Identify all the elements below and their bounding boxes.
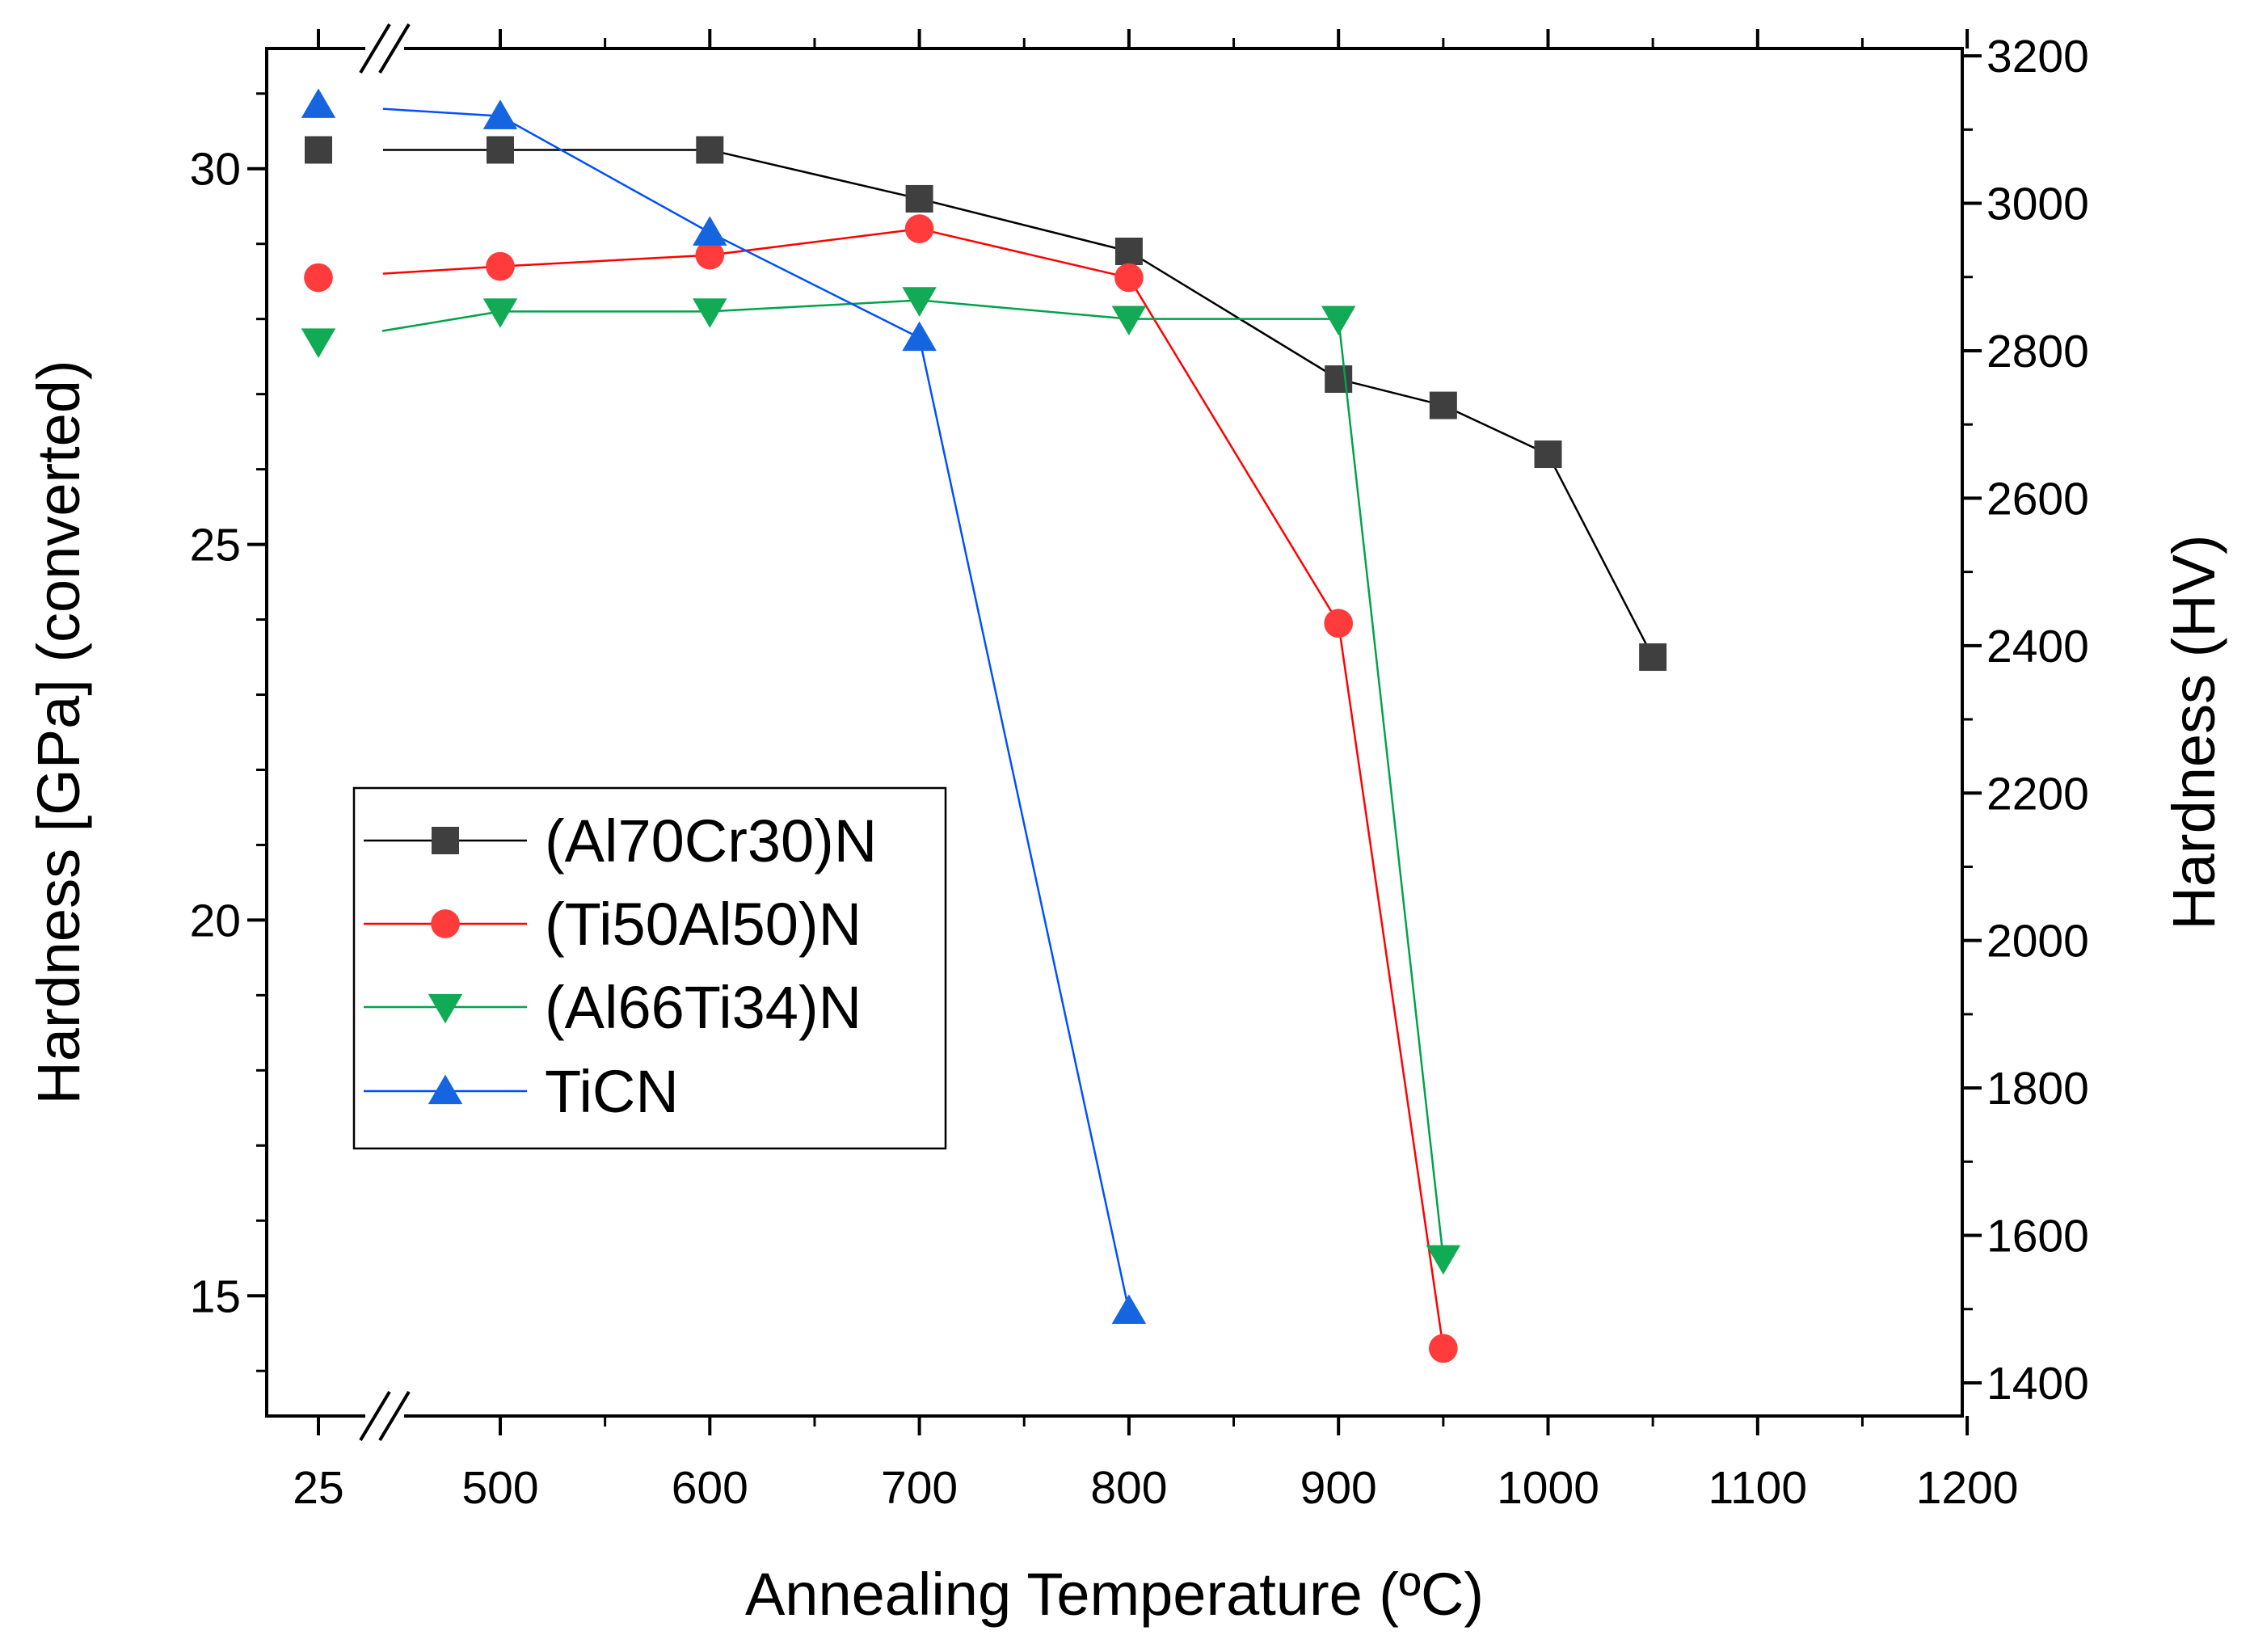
- legend-marker: [428, 1074, 463, 1105]
- y-right-tick-label: 2400: [1986, 621, 2089, 672]
- data-point: [301, 88, 336, 118]
- series-line-segment: [1443, 404, 1549, 456]
- x-tick-label: 1200: [1916, 1462, 2019, 1514]
- series-line-segment: [1127, 276, 1340, 624]
- y-right-tick-label: 2800: [1986, 326, 2089, 377]
- x-axis-break-markers: [359, 23, 411, 1442]
- data-point: [1114, 263, 1144, 293]
- y-left-tick-label: 25: [190, 520, 241, 571]
- series-line-segment: [918, 337, 1131, 1312]
- legend-marker: [431, 909, 460, 938]
- series-line-segment: [710, 227, 920, 256]
- series-(Ti50Al50)N: [304, 214, 1458, 1363]
- series-line-segment: [499, 254, 710, 268]
- series-TiCN: [301, 88, 1147, 1324]
- data-point: [482, 99, 518, 129]
- data-point: [304, 263, 333, 293]
- data-point: [695, 240, 725, 270]
- data-point: [693, 216, 727, 246]
- plot-frame: [265, 47, 1964, 1418]
- axis-break-slash: [359, 1390, 391, 1442]
- y-right-tick-labels: 1400 1600 1800 2000 2200 2400 2600 2800 3000 3200: [1986, 31, 2089, 1410]
- y-left-tick-label: 20: [190, 895, 241, 946]
- series-line-segment: [919, 197, 1130, 253]
- y-right-tick-label: 3200: [1986, 31, 2089, 82]
- x-tick-label: 1000: [1497, 1462, 1599, 1514]
- series-(Al70Cr30)N: [305, 136, 1667, 672]
- data-point: [305, 136, 332, 164]
- y-left-tick-label: 15: [190, 1271, 241, 1322]
- data-point: [1324, 609, 1354, 638]
- y-right-tick-label: 2000: [1986, 916, 2089, 967]
- data-point: [904, 214, 934, 243]
- data-point: [1321, 306, 1356, 336]
- axis-break-slash: [378, 1390, 411, 1442]
- data-point: [696, 136, 724, 164]
- legend-marker: [432, 827, 459, 854]
- data-point: [1426, 1245, 1461, 1275]
- y-right-tick-label: 1800: [1986, 1063, 2089, 1115]
- data-point: [902, 287, 937, 317]
- y-right-tick-label: 2600: [1986, 473, 2089, 525]
- data-point: [693, 298, 727, 328]
- axis-ticks: [247, 29, 1982, 1435]
- data-point: [1534, 440, 1562, 469]
- data-point: [1111, 306, 1147, 336]
- y-right-tick-label: 1600: [1986, 1211, 2089, 1262]
- series-line-segment: [709, 231, 921, 339]
- data-point: [301, 328, 336, 358]
- axis-break-slash: [359, 23, 391, 74]
- y-right-tick-label: 2200: [1986, 768, 2089, 820]
- data-point: [905, 184, 933, 213]
- series-line-segment: [1128, 250, 1339, 381]
- y-right-axis-title: Hardness (HV): [2160, 534, 2227, 929]
- series-line-segment: [1337, 318, 1445, 1258]
- data-point: [1114, 238, 1143, 266]
- x-tick-labels: 25 500 600 700 800 900 1000 1100 1200: [293, 1462, 2018, 1514]
- x-tick-label: 1100: [1708, 1462, 1808, 1514]
- legend-label: (Al66Ti34)N: [545, 974, 862, 1041]
- series-line-segment: [919, 227, 1130, 279]
- data-point: [1639, 643, 1667, 672]
- series-line-segment: [710, 149, 920, 200]
- legend-label: TiCN: [545, 1058, 679, 1125]
- x-axis-title: Annealing Temperature (ºC): [745, 1561, 1484, 1628]
- legend-label: (Al70Cr30)N: [545, 807, 877, 874]
- x-tick-label: 700: [881, 1462, 958, 1514]
- data-point: [482, 298, 518, 328]
- series-line-segment: [318, 310, 501, 343]
- data-point: [1429, 391, 1457, 419]
- y-left-axis-title: Hardness [GPa] (converted): [25, 360, 92, 1104]
- series-line-segment: [318, 265, 501, 279]
- x-tick-label: 900: [1300, 1462, 1377, 1514]
- y-left-tick-labels: 15 20 25 30: [190, 144, 241, 1323]
- series-line-segment: [710, 299, 920, 313]
- legend: (Al70Cr30)N (Ti50Al50)N (Al66Ti34)N TiCN: [352, 786, 947, 1150]
- axis-break-slash: [378, 23, 411, 74]
- y-right-tick-label: 1400: [1986, 1358, 2089, 1410]
- series-line-segment: [919, 299, 1130, 320]
- x-tick-label: 600: [672, 1462, 748, 1514]
- series-line-segment: [1337, 623, 1445, 1349]
- data-point: [1429, 1334, 1458, 1363]
- data-point: [486, 251, 515, 281]
- x-tick-label: 25: [293, 1462, 343, 1514]
- y-left-tick-label: 30: [190, 144, 241, 196]
- x-tick-label: 800: [1090, 1462, 1167, 1514]
- series-layer: [301, 88, 1667, 1363]
- legend-label: (Ti50Al50)N: [545, 891, 862, 958]
- series-line-segment: [1547, 453, 1654, 658]
- series-line-segment: [318, 103, 501, 117]
- series-line-segment: [499, 115, 710, 234]
- data-point: [1325, 365, 1353, 394]
- series-line-segment: [1338, 377, 1444, 407]
- x-tick-label: 500: [461, 1462, 538, 1514]
- data-point: [487, 136, 514, 164]
- data-point: [1111, 1294, 1147, 1324]
- legend-marker: [428, 993, 463, 1024]
- data-point: [902, 321, 937, 352]
- y-right-tick-label: 3000: [1986, 179, 2089, 230]
- series-(Al66Ti34)N: [301, 287, 1461, 1275]
